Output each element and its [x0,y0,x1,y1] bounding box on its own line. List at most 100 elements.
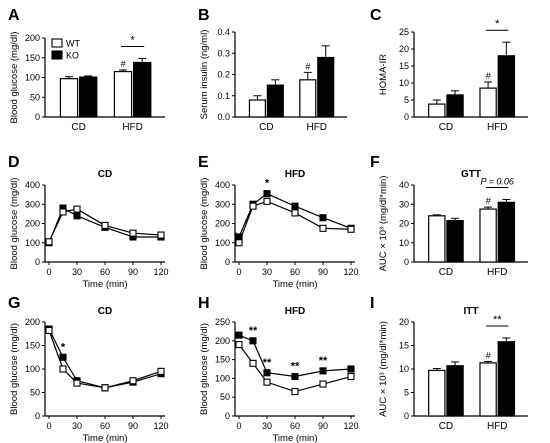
point-ko-90 [319,214,327,222]
y-tick-label: 300 [25,199,40,209]
panel-letter: H [198,295,210,312]
point-wt-120 [347,225,355,233]
significance-label: * [234,231,239,243]
legend-swatch-ko [51,50,63,60]
panel-title: HFD [285,169,306,180]
y-tick-label: 200 [215,219,230,229]
y-tick-label: 0 [35,257,40,267]
category-label: HFD [487,421,508,432]
point-ko-30 [73,212,81,220]
panel-h: H HFD 0 50 100 150 200 250 Blood glucose (mg/dl)… [198,295,359,443]
significance-label: * [495,18,500,30]
y-tick-label: 100 [215,238,230,248]
point-wt-0 [235,239,243,247]
y-tick-label: 150 [25,53,40,63]
significance-label: ** [263,357,272,369]
y-tick-label: 400 [215,180,230,190]
point-ko-60 [291,202,299,210]
x-tick-label: 120 [343,267,358,277]
y-axis-label: Blood glucose (mg/dl) [199,178,210,270]
bar-ko-cd [446,365,464,417]
bar-ko-cd [266,84,284,118]
x-tick-label: 30 [262,421,272,431]
bar-wt-cd [428,215,446,263]
y-tick-label: 0 [404,112,409,122]
x-tick-label: 90 [318,267,328,277]
y-tick-label: 15 [399,61,409,71]
panel-e: E HFD 0 100 200 300 400 Blood glucose (mg/dl) 0 3… [198,154,359,290]
y-tick-label: 200 [25,219,40,229]
significance-label: ** [319,355,328,367]
y-axis-label: Blood glucose (mg/dl) [199,323,210,415]
bar-wt-hfd [479,362,497,417]
category-label: HFD [306,122,327,133]
y-tick-label: 50 [30,92,40,102]
category-label: CD [71,122,85,133]
y-axis-label: Blood glucose (mg/dl) [9,178,20,270]
point-ko-30 [263,190,271,198]
category-label: CD [259,122,273,133]
y-tick-label: 100 [25,364,40,374]
category-label: CD [439,267,453,278]
significance-label: P = 0.06 [480,176,513,186]
y-tick-label: 10 [399,78,409,88]
series-line-wt [48,330,162,389]
point-wt-90 [129,229,137,237]
y-tick-label: 15 [399,341,409,351]
y-tick-label: 40 [399,180,409,190]
y-tick-label: 20 [399,219,409,229]
y-tick-label: 0.1 [217,91,230,101]
point-wt-60 [101,384,109,392]
point-wt-15 [249,359,257,367]
significance-label: * [265,178,270,190]
panel-title: GTT [461,169,481,180]
series-line-ko [48,328,162,389]
point-wt-15 [59,208,67,216]
point-ko-15 [59,353,67,361]
bar-ko-hfd [133,61,152,118]
series-line-wt [48,208,162,243]
point-wt-30 [263,378,271,386]
point-wt-0 [235,341,243,349]
bar-wt-cd [59,78,79,118]
y-tick-label: 0.4 [217,27,230,37]
category-label: HFD [122,122,143,133]
category-label: CD [439,421,453,432]
y-tick-label: 0 [35,411,40,421]
bar-ko-cd [446,220,464,263]
bar-ko-cd [446,94,464,118]
legend-label-ko: KO [66,51,79,61]
point-ko-30 [263,369,271,377]
y-tick-label: 0 [225,411,230,421]
y-tick-label: 100 [215,373,230,383]
bar-ko-cd [78,76,98,118]
panel-g: G CD 0 50 100 150 200 Blood glucose (mg/dl) 0 30 6… [8,295,169,443]
panel-letter: C [370,7,382,24]
point-wt-30 [73,205,81,213]
significance-label: * [61,341,66,353]
point-wt-120 [157,231,165,239]
y-tick-label: 50 [220,392,230,402]
x-tick-label: 0 [46,421,51,431]
y-tick-label: 0.2 [217,70,230,80]
y-tick-label: 25 [399,27,409,37]
y-tick-label: 30 [399,199,409,209]
point-wt-60 [291,388,299,396]
x-tick-label: 60 [100,267,110,277]
panel-title: ITT [464,306,479,317]
point-wt-30 [73,379,81,387]
x-tick-label: 30 [72,267,82,277]
y-tick-label: 5 [404,388,409,398]
legend-label-wt: WT [66,39,80,49]
point-wt-90 [319,224,327,232]
x-tick-label: 90 [128,267,138,277]
panel-title: CD [98,306,112,317]
significance-hash: # [120,59,126,69]
x-tick-label: 0 [236,421,241,431]
y-tick-label: 10 [399,364,409,374]
bar-wt-hfd [479,87,497,118]
point-wt-30 [263,197,271,205]
x-axis-label: Time (min) [272,433,317,443]
point-ko-90 [319,367,327,375]
bar-wt-hfd [479,208,497,263]
